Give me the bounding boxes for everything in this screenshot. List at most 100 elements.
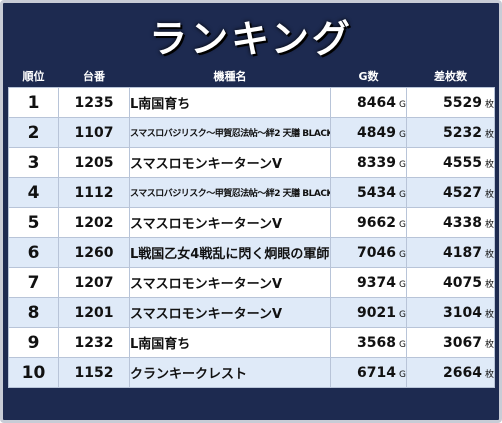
rank-cell: 8 xyxy=(8,297,59,328)
rank-cell: 1 xyxy=(8,87,59,118)
table-row: 7 1207 スマスロモンキーターンV 9374 G 4075 枚 xyxy=(8,267,495,298)
diff-unit: 枚 xyxy=(484,309,494,320)
games-unit: G xyxy=(399,369,406,380)
rank-cell: 2 xyxy=(8,117,59,148)
games-unit: G xyxy=(399,129,406,140)
rank-cell: 6 xyxy=(8,237,59,268)
games-value: 7046 xyxy=(357,244,397,261)
diff-value: 3104 xyxy=(443,304,482,321)
machine-no-cell: 1260 xyxy=(58,237,130,268)
diff-unit: 枚 xyxy=(484,279,494,290)
table-row: 8 1201 スマスロモンキーターンV 9021 G 3104 枚 xyxy=(8,297,495,328)
games-unit: G xyxy=(399,279,406,290)
diff-cell: 4075 枚 xyxy=(406,267,495,298)
rank-cell: 5 xyxy=(8,207,59,238)
games-value: 9021 xyxy=(357,304,397,321)
games-cell: 8339 G xyxy=(330,147,407,178)
machine-no-cell: 1201 xyxy=(58,297,130,328)
machine-no-cell: 1207 xyxy=(58,267,130,298)
machine-name-cell: L南国育ち xyxy=(129,87,331,118)
machine-no-cell: 1205 xyxy=(58,147,130,178)
games-unit: G xyxy=(399,339,406,350)
table-row: 5 1202 スマスロモンキーターンV 9662 G 4338 枚 xyxy=(8,207,495,238)
diff-cell: 4187 枚 xyxy=(406,237,495,268)
games-unit: G xyxy=(399,309,406,320)
ranking-title: ランキング xyxy=(149,16,353,61)
games-cell: 6714 G xyxy=(330,357,407,388)
machine-no-cell: 1107 xyxy=(58,117,130,148)
machine-name-cell: スマスロモンキーターンV xyxy=(129,267,331,298)
games-unit: G xyxy=(399,219,406,230)
diff-unit: 枚 xyxy=(484,189,494,200)
diff-unit: 枚 xyxy=(484,129,494,140)
games-value: 9662 xyxy=(357,214,397,231)
machine-name-cell: スマスロモンキーターンV xyxy=(129,207,331,238)
games-cell: 9374 G xyxy=(330,267,407,298)
rank-cell: 10 xyxy=(8,357,59,388)
header-machine-no: 台番 xyxy=(58,65,130,88)
header-machine-name: 機種名 xyxy=(129,65,331,88)
games-cell: 9021 G xyxy=(330,297,407,328)
machine-name-cell: スマスロバジリスク～甲賀忍法帖～絆2 天膳 BLACK EDITION xyxy=(129,177,331,208)
machine-no-cell: 1112 xyxy=(58,177,130,208)
diff-cell: 4527 枚 xyxy=(406,177,495,208)
diff-unit: 枚 xyxy=(484,339,494,350)
games-value: 4849 xyxy=(357,124,397,141)
diff-value: 3067 xyxy=(443,334,482,351)
games-unit: G xyxy=(399,189,406,200)
diff-cell: 3104 枚 xyxy=(406,297,495,328)
diff-unit: 枚 xyxy=(484,219,494,230)
header-diff: 差枚数 xyxy=(406,65,495,88)
diff-cell: 2664 枚 xyxy=(406,357,495,388)
rank-cell: 3 xyxy=(8,147,59,178)
table-row: 9 1232 L南国育ち 3568 G 3067 枚 xyxy=(8,327,495,358)
machine-name-cell: スマスロバジリスク～甲賀忍法帖～絆2 天膳 BLACK EDITION xyxy=(129,117,331,148)
table-row: 3 1205 スマスロモンキーターンV 8339 G 4555 枚 xyxy=(8,147,495,178)
table-row: 6 1260 L戦国乙女4戦乱に閃く炯眼の軍師 7046 G 4187 枚 xyxy=(8,237,495,268)
diff-value: 4187 xyxy=(443,244,482,261)
games-value: 6714 xyxy=(357,364,397,381)
diff-unit: 枚 xyxy=(484,369,494,380)
diff-value: 4555 xyxy=(443,154,482,171)
diff-value: 5529 xyxy=(443,94,482,111)
machine-name-cell: スマスロモンキーターンV xyxy=(129,297,331,328)
table-header-row: 順位 台番 機種名 G数 差枚数 xyxy=(8,65,495,88)
games-value: 8464 xyxy=(357,94,397,111)
machine-no-cell: 1235 xyxy=(58,87,130,118)
diff-unit: 枚 xyxy=(484,249,494,260)
games-value: 5434 xyxy=(357,184,397,201)
diff-value: 2664 xyxy=(443,364,482,381)
diff-value: 4527 xyxy=(443,184,482,201)
diff-value: 4338 xyxy=(443,214,482,231)
games-cell: 8464 G xyxy=(330,87,407,118)
games-cell: 7046 G xyxy=(330,237,407,268)
table-row: 1 1235 L南国育ち 8464 G 5529 枚 xyxy=(8,87,495,118)
rank-cell: 9 xyxy=(8,327,59,358)
games-cell: 3568 G xyxy=(330,327,407,358)
header-games: G数 xyxy=(330,65,407,88)
diff-cell: 5232 枚 xyxy=(406,117,495,148)
machine-name-cell: L南国育ち xyxy=(129,327,331,358)
games-unit: G xyxy=(399,249,406,260)
diff-cell: 3067 枚 xyxy=(406,327,495,358)
machine-name-cell: L戦国乙女4戦乱に閃く炯眼の軍師 xyxy=(129,237,331,268)
games-cell: 9662 G xyxy=(330,207,407,238)
diff-cell: 4338 枚 xyxy=(406,207,495,238)
games-unit: G xyxy=(399,159,406,170)
machine-no-cell: 1202 xyxy=(58,207,130,238)
games-unit: G xyxy=(399,99,406,110)
diff-value: 5232 xyxy=(443,124,482,141)
games-value: 3568 xyxy=(357,334,397,351)
diff-cell: 5529 枚 xyxy=(406,87,495,118)
diff-cell: 4555 枚 xyxy=(406,147,495,178)
diff-unit: 枚 xyxy=(484,159,494,170)
machine-name-cell: クランキークレスト xyxy=(129,357,331,388)
diff-value: 4075 xyxy=(443,274,482,291)
games-value: 9374 xyxy=(357,274,397,291)
machine-name-cell: スマスロモンキーターンV xyxy=(129,147,331,178)
ranking-table: 順位 台番 機種名 G数 差枚数 1 1235 L南国育ち 8464 G 5529 枚 2 11… xyxy=(8,65,495,388)
rank-cell: 7 xyxy=(8,267,59,298)
